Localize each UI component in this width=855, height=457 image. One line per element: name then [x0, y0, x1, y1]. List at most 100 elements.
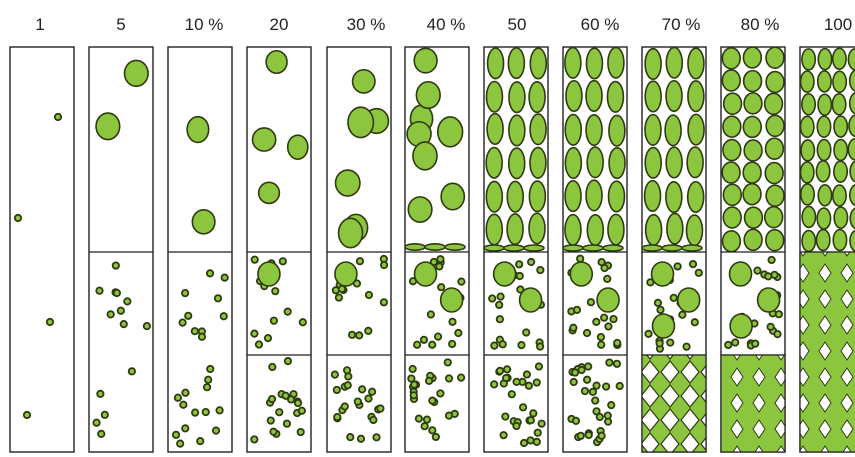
small-bubble	[173, 393, 183, 402]
bubble	[849, 229, 855, 252]
small-bubble	[340, 402, 349, 411]
bubble	[801, 93, 817, 116]
small-bubble	[178, 318, 187, 327]
small-bubble	[347, 330, 357, 339]
small-bubble	[600, 263, 609, 273]
bubble	[742, 115, 762, 139]
small-bubble	[358, 385, 367, 394]
bubble	[801, 48, 817, 71]
small-bubble	[437, 283, 446, 292]
bubble	[644, 213, 663, 247]
bubble	[721, 69, 741, 92]
bubble	[565, 79, 583, 113]
bubble	[765, 70, 785, 94]
small-bubble	[644, 329, 653, 338]
small-bubble	[678, 310, 687, 319]
small-bubble	[346, 433, 355, 442]
small-bubble	[724, 340, 733, 350]
small-bubble	[337, 284, 347, 294]
small-bubble	[516, 285, 525, 294]
small-bubble	[112, 288, 121, 298]
bubble	[817, 184, 833, 207]
column-11: 100	[799, 15, 855, 453]
bubble	[413, 261, 438, 287]
small-bubble	[612, 359, 622, 368]
column-frame	[167, 46, 233, 453]
small-bubble	[116, 306, 125, 315]
bubble	[407, 196, 433, 223]
small-bubble	[181, 388, 190, 397]
small-bubble	[355, 331, 364, 340]
small-bubble	[646, 278, 655, 287]
small-bubble	[414, 414, 423, 423]
column-8: 60 %	[562, 15, 628, 453]
small-bubble	[426, 310, 435, 319]
bubble	[832, 228, 848, 252]
bubble	[95, 112, 121, 141]
small-bubble	[408, 364, 417, 374]
bubble	[286, 134, 309, 160]
small-bubble	[412, 340, 422, 349]
small-bubble	[569, 377, 578, 387]
small-bubble	[571, 368, 580, 377]
small-bubble	[176, 439, 185, 448]
bubble	[848, 114, 855, 138]
small-bubble	[605, 358, 614, 367]
small-bubble	[586, 298, 596, 307]
small-bubble	[197, 332, 207, 341]
small-bubble	[580, 386, 590, 396]
small-bubble	[298, 318, 307, 327]
small-bubble	[602, 382, 611, 391]
column-label: 30 %	[347, 15, 386, 34]
bubble	[412, 141, 438, 171]
small-bubble	[268, 362, 277, 372]
bubble	[816, 70, 832, 93]
bubble	[607, 213, 625, 246]
small-bubble	[179, 400, 188, 409]
small-bubble	[534, 362, 544, 371]
bubble	[800, 183, 815, 206]
small-bubble	[250, 255, 259, 264]
bubble	[831, 47, 847, 71]
small-bubble	[53, 112, 63, 122]
bubble	[486, 47, 505, 80]
small-bubble	[669, 293, 678, 302]
small-bubble	[673, 262, 682, 271]
bubble	[404, 243, 426, 252]
small-bubble	[297, 406, 306, 415]
small-bubble	[263, 334, 273, 343]
small-bubble	[342, 366, 352, 375]
column-label: 50	[508, 15, 527, 34]
bubble	[665, 146, 683, 179]
small-bubble	[448, 339, 457, 349]
small-bubble	[597, 340, 606, 349]
bubble	[351, 68, 376, 94]
small-bubble	[767, 255, 776, 265]
small-bubble	[332, 385, 341, 395]
small-bubble	[443, 358, 452, 367]
small-bubble	[278, 257, 287, 266]
bubble	[503, 244, 525, 252]
bubble	[722, 183, 743, 207]
column-label: 20	[270, 15, 289, 34]
bubble	[608, 114, 626, 147]
small-bubble	[498, 340, 507, 349]
small-bubble	[533, 428, 542, 437]
bubble	[506, 180, 525, 213]
small-bubble	[597, 431, 606, 440]
small-bubble	[364, 326, 373, 335]
bubble	[507, 147, 526, 180]
small-bubble	[653, 298, 663, 308]
bubble	[721, 47, 741, 70]
bubble	[607, 46, 625, 79]
small-bubble	[572, 305, 582, 314]
bubble	[529, 113, 547, 146]
small-bubble	[519, 438, 529, 448]
bubble	[676, 287, 701, 313]
bubble	[833, 138, 849, 162]
small-bubble	[215, 406, 224, 415]
small-bubble	[577, 365, 586, 375]
bubble	[817, 93, 833, 117]
bubble	[564, 213, 582, 246]
bubble	[764, 137, 785, 160]
